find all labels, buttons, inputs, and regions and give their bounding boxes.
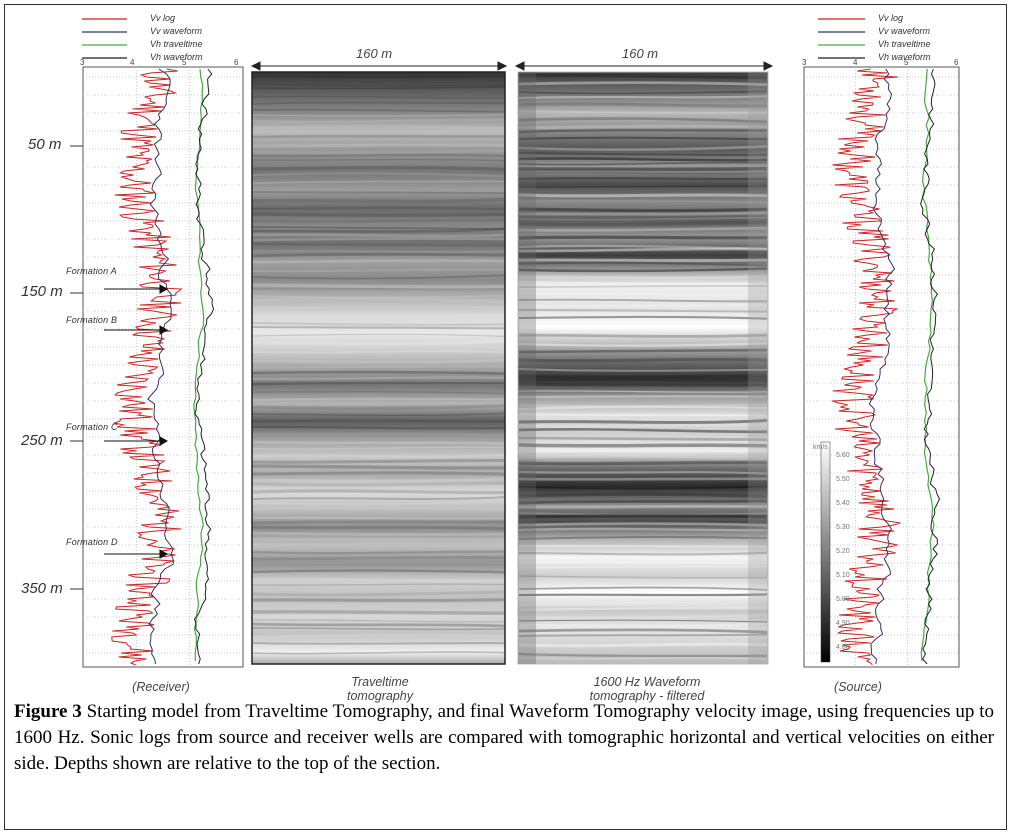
- depth-label: 350 m: [21, 580, 63, 597]
- panel-label-traveltime: Traveltime tomography: [346, 675, 413, 703]
- legend-vh-traveltime: Vh traveltime: [878, 39, 931, 49]
- colorbar-tick: 5.40: [836, 500, 850, 507]
- depth-ticks: [70, 145, 83, 590]
- waveform-tomography-image: [517, 71, 769, 665]
- legend-vh-waveform: Vh waveform: [150, 52, 203, 62]
- figure-artwork: [70, 18, 960, 668]
- traveltime-tomography-image: [251, 71, 506, 665]
- figure-caption: Figure 3 Starting model from Traveltime …: [14, 699, 994, 777]
- receiver-legend-swatches: [82, 18, 127, 59]
- formation-label: Formation B: [66, 315, 118, 325]
- colorbar-tick: 4.90: [836, 620, 850, 627]
- colorbar-tick: 4.80: [836, 644, 850, 651]
- colorbar-tick: 5.60: [836, 452, 850, 459]
- axis-tick: 6: [234, 58, 239, 67]
- axis-tick: 4: [853, 58, 858, 67]
- source-vv-waveform-curve: [868, 68, 896, 665]
- colorbar-tick: 5.00: [836, 596, 850, 603]
- axis-tick: 5: [904, 58, 909, 67]
- source-vv-log-curve: [832, 68, 901, 666]
- formation-label: Formation C: [66, 422, 118, 432]
- source-legend-swatches: [818, 18, 865, 59]
- formation-arrows: [104, 284, 169, 559]
- colorbar-tick: 5.20: [836, 548, 850, 555]
- colorbar-tick: 5.30: [836, 524, 850, 531]
- caption-text: Starting model from Traveltime Tomograph…: [14, 701, 994, 774]
- legend-vh-waveform: Vh waveform: [878, 52, 931, 62]
- width-arrow-waveform: [514, 61, 774, 71]
- panel-label-receiver: (Receiver): [132, 680, 190, 694]
- receiver-vv-waveform-curve: [147, 68, 174, 665]
- receiver-vv-log-curve: [111, 68, 183, 666]
- depth-label: 50 m: [28, 136, 62, 153]
- panel-label-source: (Source): [834, 680, 882, 694]
- legend-vv-log: Vv log: [150, 13, 176, 23]
- receiver-log-track: [82, 66, 244, 668]
- colorbar-tick: 5.50: [836, 476, 850, 483]
- velocity-colorbar: [820, 441, 831, 663]
- width-arrow-traveltime: [250, 61, 508, 71]
- source-vh-waveform-curve: [920, 68, 941, 665]
- axis-tick: 3: [802, 58, 807, 67]
- axis-tick: 4: [130, 58, 135, 67]
- colorbar-unit: km/s: [813, 444, 828, 451]
- legend-vv-waveform: Vv waveform: [150, 26, 203, 36]
- depth-label: 150 m: [21, 283, 63, 300]
- caption-label: Figure 3: [14, 701, 82, 722]
- axis-tick: 3: [80, 58, 85, 67]
- legend-vv-log: Vv log: [878, 13, 904, 23]
- colorbar-tick: 5.10: [836, 572, 850, 579]
- panel-label-waveform: 1600 Hz Waveform tomography - filtered: [589, 675, 705, 703]
- width-label: 160 m: [622, 46, 659, 61]
- source-log-track: [803, 66, 960, 668]
- formation-label: Formation D: [66, 537, 118, 547]
- axis-tick: 6: [954, 58, 959, 67]
- axis-tick: 5: [182, 58, 187, 67]
- formation-label: Formation A: [66, 266, 117, 276]
- depth-label: 250 m: [21, 432, 63, 449]
- legend-vv-waveform: Vv waveform: [878, 26, 931, 36]
- receiver-vh-waveform-curve: [193, 68, 215, 665]
- width-label: 160 m: [356, 46, 393, 61]
- legend-vh-traveltime: Vh traveltime: [150, 39, 203, 49]
